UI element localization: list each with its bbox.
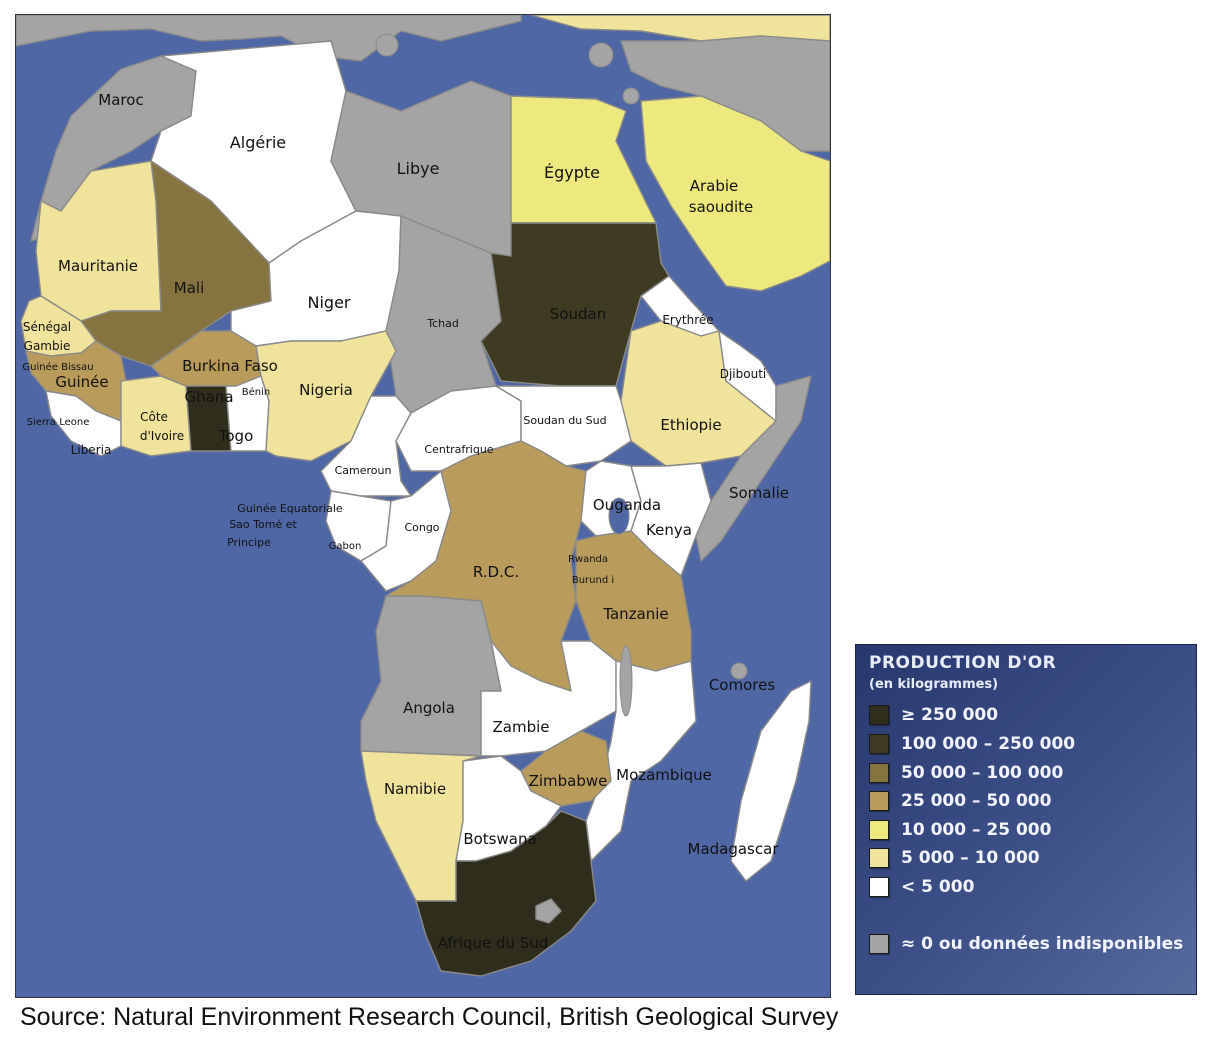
- label-ethiopie: Ethiopie: [660, 416, 721, 434]
- label-afrique-sud: Afrique du Sud: [438, 934, 549, 952]
- label-congo: Congo: [404, 521, 439, 534]
- legend-item: ≥ 250 000: [869, 704, 998, 726]
- legend-item: 25 000 – 50 000: [869, 790, 1051, 812]
- label-sierra-leone: Sierra Leone: [27, 417, 90, 428]
- legend-item: 10 000 – 25 000: [869, 819, 1051, 841]
- label-maroc: Maroc: [98, 91, 143, 109]
- label-soudan: Soudan: [550, 305, 606, 323]
- legend-swatch: [869, 820, 889, 840]
- label-gabon: Gabon: [329, 541, 362, 552]
- legend-swatch: [869, 705, 889, 725]
- label-tchad: Tchad: [426, 317, 459, 330]
- region-madagascar: [730, 680, 812, 882]
- label-togo: Togo: [218, 427, 254, 445]
- region-lesotho: [535, 898, 562, 924]
- label-sao-tome-1: Sao Tomé et: [229, 518, 297, 531]
- label-burundi: Burund i: [572, 575, 614, 586]
- label-benin: Bénin: [242, 386, 270, 398]
- region-arabie: [640, 95, 830, 292]
- legend-label: ≥ 250 000: [901, 705, 999, 725]
- legend-swatch: [869, 934, 889, 954]
- label-arabie-2: saoudite: [689, 198, 754, 216]
- island-top-2: [588, 42, 614, 68]
- label-algerie: Algérie: [230, 133, 286, 152]
- legend-label: ≈ 0 ou données indisponibles: [901, 934, 1184, 954]
- label-ouganda: Ouganda: [593, 496, 661, 514]
- label-madagascar: Madagascar: [688, 840, 780, 858]
- legend-label: < 5 000: [901, 877, 975, 897]
- island-top-1: [375, 33, 399, 57]
- label-egypte: Égypte: [544, 163, 600, 182]
- africa-map: .land { stroke: #8a8a8a; stroke-width: 1…: [16, 15, 830, 997]
- legend-swatch: [869, 877, 889, 897]
- label-libye: Libye: [397, 159, 440, 178]
- label-zimbabwe: Zimbabwe: [529, 772, 608, 790]
- label-erythree: Erythrée: [662, 313, 713, 327]
- legend-swatch: [869, 791, 889, 811]
- region-tanzanie: [575, 530, 692, 672]
- source-caption: Source: Natural Environment Research Cou…: [20, 1003, 839, 1031]
- label-arabie-1: Arabie: [690, 177, 739, 195]
- label-angola: Angola: [403, 699, 455, 717]
- europe-land: [16, 15, 522, 62]
- island-top-3: [622, 87, 640, 105]
- label-gambie: Gambie: [24, 339, 71, 353]
- legend-swatch: [869, 848, 889, 868]
- region-somalie: [695, 375, 812, 562]
- legend-label: 10 000 – 25 000: [901, 820, 1052, 840]
- label-mozambique: Mozambique: [616, 766, 712, 784]
- legend-label: 5 000 – 10 000: [901, 848, 1040, 868]
- region-afrique-sud: [415, 810, 597, 977]
- legend-label: 100 000 – 250 000: [901, 734, 1076, 754]
- label-comores: Comores: [709, 676, 776, 694]
- label-senegal: Sénégal: [23, 320, 71, 334]
- label-tanzanie: Tanzanie: [602, 605, 668, 623]
- legend-label: 25 000 – 50 000: [901, 791, 1052, 811]
- label-sao-tome-2: Principe: [227, 536, 271, 549]
- lake-malawi: [619, 645, 633, 717]
- legend: PRODUCTION D'OR (en kilogrammes) ≥ 250 0…: [855, 644, 1197, 995]
- label-burkina: Burkina Faso: [182, 357, 278, 375]
- label-djibouti: Djibouti: [720, 367, 767, 381]
- label-guinee-eq: Guinée Equatoriale: [237, 502, 343, 515]
- legend-item: 50 000 – 100 000: [869, 762, 1063, 784]
- label-nigeria: Nigeria: [299, 381, 353, 399]
- label-guinee-bissau: Guinée Bissau: [22, 361, 93, 373]
- label-zambie: Zambie: [493, 718, 550, 736]
- legend-title: PRODUCTION D'OR: [869, 653, 1057, 673]
- label-cote-1: Côte: [140, 410, 168, 424]
- label-liberia: Liberia: [71, 443, 112, 457]
- label-somalie: Somalie: [729, 484, 789, 502]
- legend-swatch: [869, 734, 889, 754]
- label-niger: Niger: [308, 293, 351, 312]
- region-angola: [360, 595, 502, 757]
- label-rwanda: Rwanda: [568, 554, 608, 565]
- label-kenya: Kenya: [646, 521, 692, 539]
- label-mauritanie: Mauritanie: [58, 257, 138, 275]
- label-centrafrique: Centrafrique: [424, 443, 493, 456]
- legend-item: ≈ 0 ou données indisponibles: [869, 933, 1183, 955]
- legend-item: 5 000 – 10 000: [869, 847, 1040, 869]
- label-cameroun: Cameroun: [335, 464, 392, 477]
- lake-victoria: [608, 497, 630, 535]
- legend-label: 50 000 – 100 000: [901, 763, 1064, 783]
- comores-island: [730, 662, 748, 680]
- legend-item: 100 000 – 250 000: [869, 733, 1075, 755]
- legend-swatch: [869, 763, 889, 783]
- label-soudan-sud: Soudan du Sud: [523, 414, 606, 427]
- region-mozambique: [585, 660, 697, 862]
- label-rdc: R.D.C.: [473, 563, 519, 581]
- label-namibie: Namibie: [384, 780, 446, 798]
- legend-subtitle: (en kilogrammes): [869, 677, 999, 692]
- label-botswana: Botswana: [463, 830, 536, 848]
- label-cote-2: d'Ivoire: [140, 429, 184, 443]
- label-ghana: Ghana: [184, 388, 233, 406]
- region-kenya: [630, 462, 712, 577]
- legend-item: < 5 000: [869, 876, 974, 898]
- label-guinee: Guinée: [55, 373, 108, 391]
- map-frame: .land { stroke: #8a8a8a; stroke-width: 1…: [15, 14, 831, 998]
- label-mali: Mali: [174, 279, 204, 297]
